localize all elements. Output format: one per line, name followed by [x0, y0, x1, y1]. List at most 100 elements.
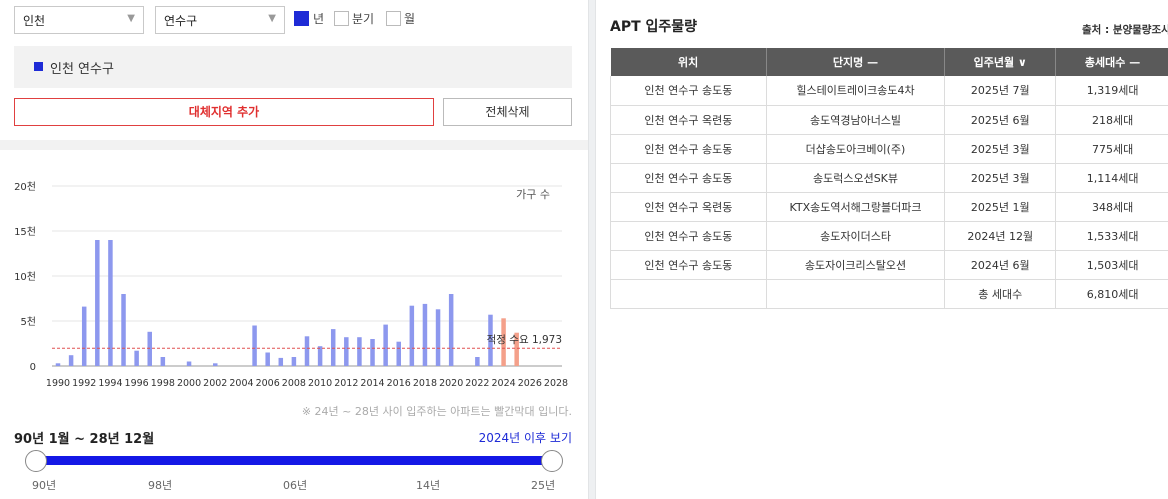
table-row[interactable]: 인천 연수구 송도동 송도자이크리스탈오션 2024년 6월 1,503세대 [610, 250, 1168, 280]
cell-complex: 송도역경남아너스빌 [766, 105, 946, 135]
x-tick-label: 2022 [465, 378, 489, 389]
cell-households: 348세대 [1055, 192, 1168, 222]
apt-table-body: 인천 연수구 송도동 힐스테이트레이크송도4차 2025년 7월 1,319세대 인천 … [610, 76, 1168, 309]
cell-empty [766, 279, 946, 309]
table-row[interactable]: 인천 연수구 옥련동 송도역경남아너스빌 2025년 6월 218세대 [610, 105, 1168, 135]
right-panel: APT 입주물량 출처 : 분양물량조사 위치 단지명 — 입주년월 ∨ 총세대… [596, 0, 1168, 499]
checkbox-year-label: 년 [313, 12, 325, 26]
cell-move-in: 2024년 12월 [944, 221, 1057, 251]
cell-complex: 송도자이더스타 [766, 221, 946, 251]
checkbox-quarter[interactable] [334, 11, 349, 26]
selected-region-box: 인천 연수구 [14, 46, 572, 88]
chart-bar [68, 355, 74, 366]
cell-households: 1,503세대 [1055, 250, 1168, 280]
apt-table: 위치 단지명 — 입주년월 ∨ 총세대수 — 인천 연수구 송도동 힐스테이트레이… [610, 48, 1168, 309]
cell-households: 1,319세대 [1055, 76, 1168, 106]
chart-bar [370, 339, 375, 366]
cell-location: 인천 연수구 송도동 [610, 221, 767, 251]
x-tick-label: 1990 [46, 378, 70, 389]
cell-households: 775세대 [1055, 134, 1168, 164]
chart-bar [330, 329, 336, 366]
cell-households: 1,114세대 [1055, 163, 1168, 193]
table-row[interactable]: 인천 연수구 송도동 송도럭스오션SK뷰 2025년 3월 1,114세대 [610, 163, 1168, 193]
y-tick-label: 5천 [20, 316, 36, 328]
table-row[interactable]: 인천 연수구 옥련동 KTX송도역서해그랑블더파크 2025년 1월 348세대 [610, 192, 1168, 222]
cell-location: 인천 연수구 옥련동 [610, 105, 767, 135]
chart-bar [448, 294, 454, 366]
cell-complex: 송도자이크리스탈오션 [766, 250, 946, 280]
chart-bar [514, 332, 519, 366]
chart-bar [357, 337, 362, 366]
cell-empty [610, 279, 767, 309]
x-tick-label: 2012 [334, 378, 358, 389]
column-header-location[interactable]: 위치 [610, 48, 767, 76]
range-slider-track[interactable] [36, 456, 552, 465]
range-slider-end-handle[interactable] [541, 450, 563, 472]
y-tick-label: 0 [30, 362, 36, 373]
x-tick-label: 1992 [72, 378, 96, 389]
add-region-button[interactable]: 대체지역 추가 [14, 98, 434, 126]
view-after-2024-link[interactable]: 2024년 이후 보기 [478, 431, 572, 445]
checkbox-quarter-label: 분기 [352, 12, 375, 26]
cell-move-in: 2025년 3월 [944, 163, 1057, 193]
total-label: 총 세대수 [944, 279, 1057, 309]
chart-bar [278, 357, 284, 366]
chart-bar [252, 325, 257, 366]
range-slider-start-handle[interactable] [25, 450, 47, 472]
checkbox-year[interactable] [294, 11, 309, 26]
chart-bar [475, 357, 480, 366]
x-tick-label: 2000 [177, 378, 201, 389]
cell-complex: 송도럭스오션SK뷰 [766, 163, 946, 193]
chart-bar [147, 331, 152, 366]
supply-bar-chart: 0 5천 10천 15천 20천 적정 수요 1,973 가구 수 1990 1992 1994 1… [0, 170, 588, 400]
chart-bar [95, 240, 100, 366]
cell-location: 인천 연수구 송도동 [610, 76, 767, 106]
region-color-swatch [34, 62, 43, 71]
x-tick-label: 2014 [360, 378, 384, 389]
chart-bar [108, 240, 113, 366]
cell-households: 218세대 [1055, 105, 1168, 135]
chart-bar [383, 324, 388, 366]
slider-label: 25년 [531, 479, 556, 492]
x-tick-label: 2020 [439, 378, 463, 389]
x-tick-label: 2006 [256, 378, 280, 389]
cell-move-in: 2025년 7월 [944, 76, 1057, 106]
chart-bar [265, 352, 270, 366]
checkbox-month[interactable] [386, 11, 401, 26]
city-select[interactable]: 인천 ▼ [14, 6, 144, 34]
data-source-label: 출처 : 분양물량조사 [1082, 24, 1168, 36]
x-tick-label: 2026 [518, 378, 542, 389]
chart-legend: 가구 수 [516, 188, 550, 201]
district-select[interactable]: 연수구 ▼ [155, 6, 285, 34]
column-header-households[interactable]: 총세대수 — [1055, 48, 1168, 76]
chevron-down-icon: ▼ [268, 13, 276, 24]
cell-move-in: 2024년 6월 [944, 250, 1057, 280]
chart-bar [422, 303, 428, 366]
chart-bar [435, 309, 441, 366]
cell-location: 인천 연수구 옥련동 [610, 192, 767, 222]
slider-label: 90년 [32, 479, 57, 492]
table-row[interactable]: 인천 연수구 송도동 힐스테이트레이크송도4차 2025년 7월 1,319세대 [610, 76, 1168, 106]
chart-bar [160, 357, 166, 366]
chart-bar [501, 318, 506, 366]
checkbox-month-label: 월 [404, 12, 416, 26]
column-header-complex[interactable]: 단지명 — [766, 48, 946, 76]
range-title: 90년 1월 ~ 28년 12월 [14, 432, 155, 447]
y-tick-label: 10천 [14, 271, 36, 283]
x-tick-label: 2016 [387, 378, 411, 389]
cell-complex: 더샵송도아크베이(주) [766, 134, 946, 164]
column-header-move-in[interactable]: 입주년월 ∨ [944, 48, 1057, 76]
left-panel: 인천 ▼ 연수구 ▼ 년 분기 월 인천 연수구 대체지역 추가 전체삭제 0 5… [0, 6, 588, 492]
delete-all-button[interactable]: 전체삭제 [443, 98, 572, 126]
district-select-value: 연수구 [164, 14, 198, 28]
cell-complex: 힐스테이트레이크송도4차 [766, 76, 946, 106]
cell-location: 인천 연수구 송도동 [610, 134, 767, 164]
y-tick-label: 20천 [14, 181, 36, 193]
reference-line-label: 적정 수요 1,973 [487, 334, 562, 346]
x-tick-label: 2028 [544, 378, 568, 389]
chart-bar [344, 337, 349, 366]
table-row[interactable]: 인천 연수구 송도동 더샵송도아크베이(주) 2025년 3월 775세대 [610, 134, 1168, 164]
chart-bar [317, 346, 323, 366]
table-row[interactable]: 인천 연수구 송도동 송도자이더스타 2024년 12월 1,533세대 [610, 221, 1168, 251]
